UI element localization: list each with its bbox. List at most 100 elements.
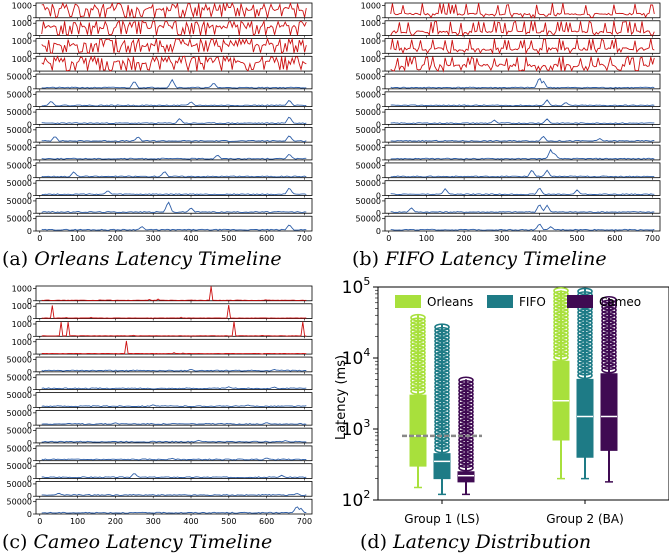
outlier	[601, 313, 617, 322]
outlier	[434, 442, 450, 450]
outlier	[577, 312, 593, 320]
row-frame	[384, 198, 661, 214]
row-frame	[35, 321, 313, 337]
outlier	[553, 328, 569, 337]
y-tick-label: 50000	[7, 444, 32, 453]
x-tick-label: 500	[221, 517, 236, 526]
x-tick-label: 400	[532, 234, 547, 243]
timeline-row-ba: 0 50000	[7, 444, 313, 466]
outlier	[410, 366, 426, 374]
outlier	[434, 393, 450, 401]
outlier	[458, 460, 474, 469]
ls-latency-line	[41, 321, 307, 337]
timeline-row-ba: 0 50000	[356, 108, 661, 129]
row-frame	[384, 38, 661, 54]
timeline-row-ba: 0 50000	[356, 73, 661, 94]
row-frame	[384, 162, 661, 179]
timeline-row-ba: 0 50000	[7, 197, 313, 218]
outlier	[458, 418, 474, 427]
x-tick-label: 600	[259, 517, 274, 526]
row-frame	[35, 162, 313, 179]
legend-label: Cameo	[599, 295, 641, 309]
outlier	[553, 339, 569, 348]
outlier	[410, 338, 426, 346]
y-tick-label: 0	[27, 457, 32, 466]
x-tick-label: 600	[259, 234, 274, 243]
outlier	[410, 327, 426, 336]
outlier	[601, 344, 617, 353]
outlier	[553, 332, 569, 341]
y-tick-label: 1000	[12, 320, 32, 329]
y-tick-label: 1000	[12, 19, 32, 28]
x-tick-label: 100	[419, 234, 434, 243]
timeline-row-ba: 0 50000	[7, 462, 313, 483]
outlier	[434, 326, 450, 335]
outlier	[553, 346, 569, 355]
timeline-row-ba: 0 50000	[7, 179, 313, 200]
y-tick-label: 104	[342, 346, 371, 369]
y-tick-label: 0	[27, 297, 32, 306]
x-tick-label: 0	[37, 234, 42, 243]
ba-latency-line	[41, 78, 307, 89]
box-body	[576, 378, 594, 458]
y-tick-label: 1000	[12, 284, 32, 293]
ba-latency-line	[390, 169, 655, 178]
timeline-row-ls: 0 1000	[12, 1, 313, 23]
x-tick-label: 300	[146, 517, 161, 526]
y-tick-label: 1000	[12, 37, 32, 46]
row-frame	[35, 356, 313, 373]
x-tick-label: 700	[297, 517, 312, 526]
y-tick-label: 0	[376, 32, 381, 41]
row-frame	[35, 144, 313, 161]
timeline-row-ba: 0 50000	[7, 144, 313, 165]
outlier	[434, 354, 450, 363]
outlier	[434, 330, 450, 338]
outlier	[434, 396, 450, 405]
x-tick-label: 500	[569, 234, 584, 243]
box-body	[409, 394, 427, 467]
y-tick-label: 0	[27, 191, 32, 200]
box-fifo	[433, 323, 451, 496]
x-tick-label: Group 2 (BA)	[546, 512, 624, 526]
timeline-row-ba: 0 50000	[7, 498, 313, 519]
timeline-row-ba: 0 50000	[7, 126, 313, 147]
y-tick-label: 1000	[12, 302, 32, 311]
ls-latency-line	[390, 38, 655, 55]
y-tick-label: 50000	[356, 90, 381, 99]
x-tick-label: 200	[456, 234, 471, 243]
outlier	[434, 379, 450, 387]
y-tick-label: 50000	[356, 179, 381, 188]
outlier	[458, 442, 474, 451]
outlier	[577, 319, 593, 327]
outlier	[553, 325, 569, 334]
y-tick-label: 0	[376, 49, 381, 58]
row-frame	[384, 126, 661, 143]
legend-swatch	[487, 295, 513, 308]
outlier	[601, 351, 617, 360]
outlier	[410, 313, 426, 322]
outlier	[601, 355, 617, 364]
outlier	[458, 383, 474, 392]
y-tick-label: 0	[27, 49, 32, 58]
timeline-row-ba: 0 50000	[7, 161, 313, 183]
y-tick-label: 1000	[361, 1, 381, 10]
y-tick-label: 0	[27, 156, 32, 165]
ls-latency-line	[390, 3, 655, 19]
outlier	[458, 376, 474, 385]
y-tick-label: 50000	[7, 73, 32, 82]
timeline-row-ls: 0 1000	[361, 37, 661, 58]
outlier	[577, 343, 593, 352]
outlier	[577, 354, 593, 362]
caption-a: (a) Orleans Latency Timeline	[2, 248, 282, 270]
y-tick-label: 0	[376, 103, 381, 112]
y-tick-label: 0	[376, 120, 381, 129]
ba-latency-line	[41, 224, 307, 231]
row-frame	[35, 55, 313, 72]
outlier	[553, 335, 569, 344]
y-tick-label: 50000	[7, 391, 32, 400]
ba-latency-line	[390, 204, 655, 213]
timeline-row-ba: 0 50000	[7, 427, 313, 448]
y-tick-label: 0	[376, 156, 381, 165]
outlier	[410, 331, 426, 339]
y-tick-label: 0	[27, 350, 32, 359]
